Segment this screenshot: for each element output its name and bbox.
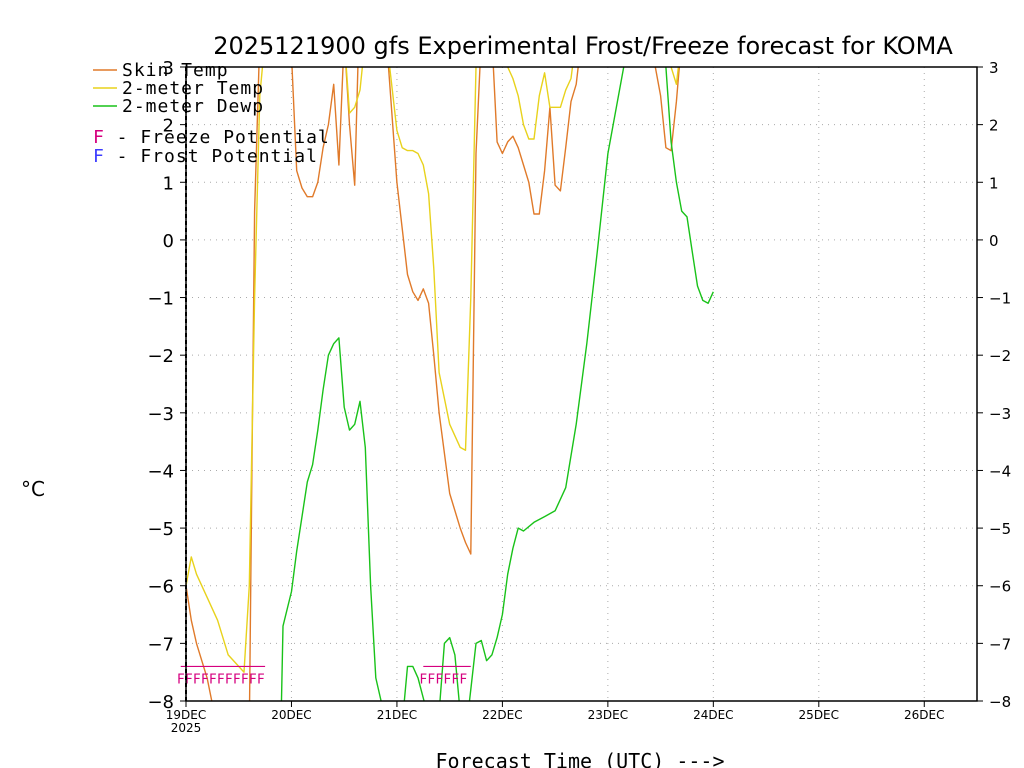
y-tick-label: −3 [147,404,174,425]
y-tick-label-right: 3 [989,59,999,77]
freeze-flag-mark: F [427,673,435,688]
y-tick-label: −1 [147,289,174,310]
y-tick-label: 0 [163,231,174,252]
legend-flag-letter: F [93,146,105,167]
freeze-flag-mark: F [241,673,249,688]
freeze-flag-mark: F [419,673,427,688]
y-tick-label-right: −5 [989,520,1011,538]
legend-freeze-potential: F - Freeze Potential [93,127,330,148]
freeze-flag-mark: F [249,673,257,688]
y-tick-label: 2 [163,116,174,137]
x-tick-label: 26DEC [904,708,944,722]
freeze-flag-mark: F [177,673,185,688]
series-line-skin-temp [186,67,680,701]
freeze-flag-mark: F [435,673,443,688]
x-tick-sublabel: 2025 [171,721,202,735]
freeze-flag-mark: F [217,673,225,688]
y-tick-label-right: 0 [989,232,999,250]
y-tick-label: −5 [147,519,174,540]
y-tick-label-right: −4 [989,462,1011,480]
legend-frost-potential: F - Frost Potential [93,146,318,167]
y-tick-label: 3 [163,58,174,79]
y-tick-label-right: 1 [989,174,999,192]
y-tick-label-right: −2 [989,347,1011,365]
y-tick-label: −8 [147,692,174,713]
freeze-flag-mark: F [201,673,209,688]
x-tick-label: 24DEC [693,708,733,722]
freeze-flag-mark: F [233,673,241,688]
legend-flag-letter: F [93,127,105,148]
y-tick-label-right: −8 [989,693,1011,711]
y-axis-ticks: 3 3 2 2 1 1 0 0 −1 −1 −2 −2 −3 −3 −4 −4 −5 −5 −6 −6 −7 −7 −8 −8 [147,58,1011,713]
y-axis-label: °C [21,477,45,501]
y-tick-label-right: −3 [989,405,1011,423]
freeze-flag-mark: F [185,673,193,688]
y-tick-label: −6 [147,577,174,598]
y-tick-label-right: 2 [989,117,999,135]
x-tick-label: 21DEC [377,708,417,722]
x-tick-label: 23DEC [588,708,628,722]
freeze-flag-mark: F [225,673,233,688]
legend-label-2-meter-temp: 2-meter Temp [122,78,264,99]
freeze-flag-mark: F [443,673,451,688]
series-line-2-meter-dewp [280,67,714,701]
legend-label-2-meter-dewp: 2-meter Dewp [122,96,264,117]
y-tick-label-right: −6 [989,578,1011,596]
y-tick-label-right: −1 [989,290,1011,308]
y-tick-label: −7 [147,634,174,655]
freeze-flag-mark: F [209,673,217,688]
freeze-flag-mark: F [257,673,265,688]
x-tick-label: 25DEC [799,708,839,722]
legend-flag-text: - Freeze Potential [105,127,330,148]
y-tick-label-right: −7 [989,635,1011,653]
y-tick-label: 1 [163,173,174,194]
x-tick-label: 22DEC [482,708,522,722]
x-axis-label: Forecast Time (UTC) ---> [436,749,725,768]
legend-label-skin-temp: Skin Temp [122,60,229,81]
freeze-flag-mark: F [451,673,459,688]
x-tick-label: 20DEC [271,708,311,722]
legend-flag-text: - Frost Potential [105,146,318,167]
x-tick-label: 19DEC [166,708,206,722]
freeze-flag-mark: F [459,673,467,688]
series-line-2-meter-temp [186,67,680,673]
freeze-flag-mark: F [193,673,201,688]
y-tick-label: −2 [147,346,174,367]
y-tick-label: −4 [147,461,174,482]
series-layer [186,67,714,701]
chart-title: 2025121900 gfs Experimental Frost/Freeze… [213,32,953,60]
